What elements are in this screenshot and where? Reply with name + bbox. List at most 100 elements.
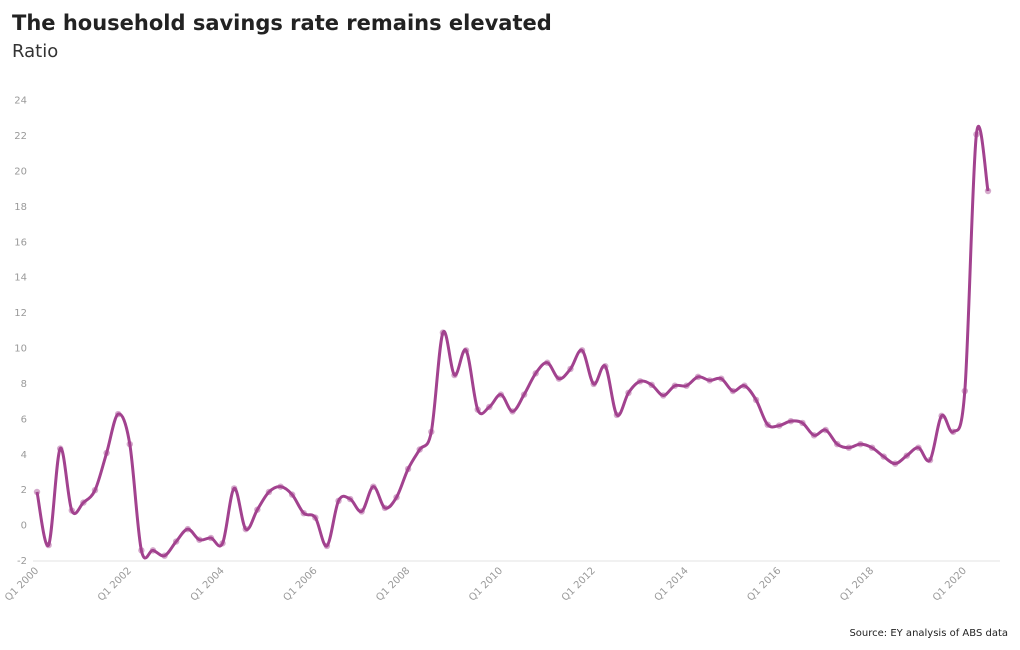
data-point [822, 426, 829, 434]
data-point [45, 541, 52, 549]
data-point [161, 552, 168, 559]
data-point [984, 187, 992, 195]
data-point [219, 540, 226, 547]
data-point [428, 428, 435, 435]
data-point [300, 510, 307, 517]
chart-subtitle: Ratio [12, 41, 58, 62]
data-point [68, 507, 75, 514]
data-point [671, 382, 679, 389]
data-point [404, 465, 412, 473]
x-tick-label: Q1 2018 [838, 565, 876, 603]
data-point [196, 536, 203, 543]
data-point [718, 375, 725, 382]
data-point [207, 534, 215, 542]
data-point [323, 542, 331, 550]
data-point [462, 347, 470, 354]
y-tick-label: 12 [14, 308, 27, 319]
data-point [277, 483, 284, 490]
data-point [312, 514, 319, 521]
data-point [903, 452, 911, 459]
data-point [938, 412, 945, 420]
data-point [857, 440, 864, 448]
data-point [80, 499, 87, 506]
data-point [810, 432, 818, 439]
data-point [544, 359, 551, 366]
data-point [729, 387, 737, 395]
data-point [114, 410, 122, 418]
data-point [613, 411, 621, 419]
y-tick-label: 4 [21, 450, 27, 461]
data-point [509, 408, 516, 415]
data-point [254, 506, 261, 513]
x-tick-label: Q1 2010 [467, 565, 505, 603]
data-point [776, 422, 783, 429]
data-point [706, 377, 713, 384]
data-point [242, 525, 249, 533]
data-point [950, 428, 957, 435]
data-point [370, 483, 377, 490]
data-point [926, 456, 934, 464]
data-point [834, 440, 841, 448]
data-point [393, 494, 400, 501]
data-point [103, 449, 110, 457]
y-tick-label: 24 [14, 96, 27, 107]
data-line [35, 124, 990, 560]
data-point [486, 403, 493, 411]
data-point [567, 365, 574, 373]
data-point [358, 508, 365, 515]
y-tick-label: -2 [17, 556, 27, 567]
data-point [868, 444, 876, 451]
data-point [230, 485, 238, 492]
data-point [184, 525, 191, 533]
y-tick-label: 2 [21, 485, 27, 496]
y-tick-label: 20 [14, 167, 27, 178]
data-point [265, 488, 273, 496]
data-point [648, 381, 655, 389]
y-tick-label: 14 [14, 273, 27, 284]
data-point [451, 371, 458, 379]
y-tick-label: 6 [21, 414, 27, 425]
data-point [590, 380, 597, 388]
data-point [880, 453, 887, 460]
data-point [497, 391, 505, 398]
data-point [741, 382, 748, 389]
data-point [845, 444, 853, 451]
data-point [892, 460, 899, 467]
data-point [625, 389, 632, 397]
data-point [172, 538, 180, 545]
data-point [961, 387, 969, 395]
data-point [138, 547, 145, 554]
data-point [56, 445, 64, 452]
x-tick-label: Q1 2000 [3, 565, 41, 603]
x-tick-label: Q1 2002 [96, 565, 134, 603]
x-tick-label: Q1 2016 [745, 565, 783, 603]
x-tick-label: Q1 2004 [189, 565, 227, 603]
data-point [915, 444, 922, 451]
data-point [91, 486, 99, 494]
y-tick-label: 18 [14, 202, 27, 213]
x-tick-label: Q1 2012 [560, 565, 598, 603]
data-point [602, 363, 609, 370]
x-tick-label: Q1 2014 [653, 565, 691, 603]
y-tick-label: 10 [14, 344, 27, 355]
chart-title: The household savings rate remains eleva… [12, 11, 552, 35]
data-point [416, 446, 423, 453]
data-point [288, 491, 296, 498]
y-tick-label: 22 [14, 131, 27, 142]
data-point [799, 419, 806, 427]
data-point [33, 488, 41, 496]
data-point [694, 373, 702, 381]
data-point [578, 347, 586, 354]
y-tick-label: 0 [21, 521, 27, 532]
data-point [764, 421, 771, 428]
data-point [532, 370, 539, 377]
data-point [683, 382, 690, 389]
x-tick-label: Q1 2006 [281, 565, 319, 603]
source-note: Source: EY analysis of ABS data [849, 628, 1008, 639]
data-point [346, 495, 354, 503]
data-point [973, 131, 980, 138]
data-point [520, 391, 528, 398]
data-point [126, 440, 133, 448]
data-point [660, 392, 667, 399]
